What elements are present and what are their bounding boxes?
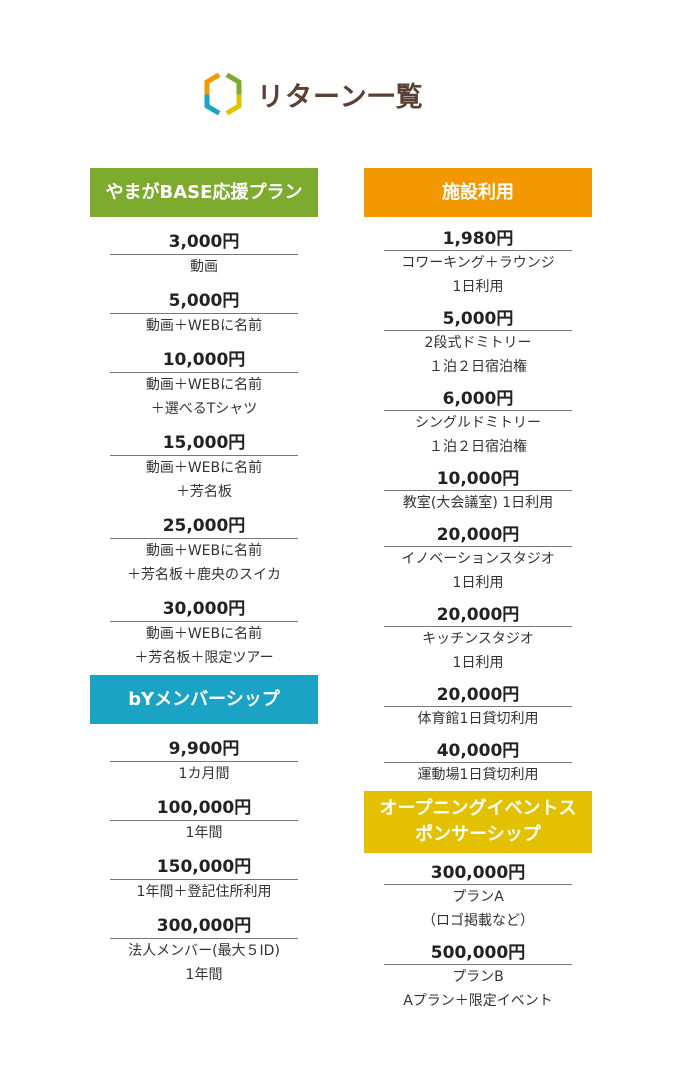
page-title: リターン一覧 [257, 81, 424, 113]
item-price: 1,980円 [384, 223, 572, 251]
item-description: イノベーションスタジオ 1日利用 [401, 551, 555, 591]
item-description: 1年間＋登記住所利用 [136, 884, 272, 900]
section-header: やまがBASE応援プラン [90, 168, 318, 217]
section-header: bYメンバーシップ [90, 675, 318, 724]
item-price: 15,000円 [110, 426, 298, 456]
item-description: 運動場1日貸切利用 [417, 767, 539, 783]
item-price: 300,000円 [110, 909, 298, 939]
section-header: オープニングイベントス ポンサーシップ [364, 791, 592, 853]
item-description: 1年間 [185, 825, 223, 841]
item-price: 40,000円 [384, 735, 572, 763]
return-item: 9,900円 1カ月間 [110, 732, 298, 786]
left-column: やまがBASE応援プラン 3,000円 動画 5,000円 動画＋WEBに名前 10,00… [90, 168, 318, 992]
return-item: 3,000円動画 [110, 225, 298, 279]
return-item: 150,000円 1年間＋登記住所利用 [110, 850, 298, 904]
item-description: 動画＋WEBに名前 ＋芳名板＋鹿央のスイカ [127, 543, 281, 583]
return-item: 25,000円動画＋WEBに名前 ＋芳名板＋鹿央のスイカ [110, 509, 298, 587]
item-description: 動画＋WEBに名前 [145, 318, 263, 334]
item-description: 教室(大会議室) 1日利用 [402, 495, 554, 511]
item-description: 動画＋WEBに名前 ＋芳名板＋限定ツアー [134, 626, 274, 666]
return-item: 500,000円プランB Aプラン＋限定イベント [384, 937, 572, 1013]
item-price: 5,000円 [110, 284, 298, 314]
item-description: コワーキング＋ラウンジ 1日利用 [401, 255, 555, 295]
item-description: 1カ月間 [178, 766, 230, 782]
item-price: 20,000円 [384, 679, 572, 707]
logo-icon [204, 72, 242, 116]
return-item: 1,980円コワーキング＋ラウンジ 1日利用 [384, 223, 572, 299]
item-price: 10,000円 [384, 463, 572, 491]
return-item: 5,000円動画＋WEBに名前 [110, 284, 298, 338]
item-description: 2段式ドミトリー １泊２日宿泊権 [424, 335, 532, 375]
item-price: 150,000円 [110, 850, 298, 880]
item-price: 25,000円 [110, 509, 298, 539]
item-description: 動画＋WEBに名前 ＋芳名板 [145, 460, 263, 500]
return-item: 5,000円 2段式ドミトリー １泊２日宿泊権 [384, 303, 572, 379]
item-price: 100,000円 [110, 791, 298, 821]
return-item: 30,000円動画＋WEBに名前 ＋芳名板＋限定ツアー [110, 592, 298, 670]
item-price: 500,000円 [384, 937, 572, 965]
item-price: 6,000円 [384, 383, 572, 411]
return-item: 6,000円シングルドミトリー １泊２日宿泊権 [384, 383, 572, 459]
return-item: 20,000円イノベーションスタジオ 1日利用 [384, 519, 572, 595]
item-description: 体育館1日貸切利用 [417, 711, 539, 727]
return-item: 20,000円キッチンスタジオ 1日利用 [384, 599, 572, 675]
return-item: 300,000円プランA （ロゴ掲載など） [384, 857, 572, 933]
item-description: シングルドミトリー １泊２日宿泊権 [415, 415, 541, 455]
return-item: 300,000円法人メンバー(最大５ID) 1年間 [110, 909, 298, 987]
item-price: 300,000円 [384, 857, 572, 885]
item-description: 動画 [190, 259, 218, 275]
item-price: 10,000円 [110, 343, 298, 373]
section-header: 施設利用 [364, 168, 592, 217]
item-price: 9,900円 [110, 732, 298, 762]
item-description: キッチンスタジオ 1日利用 [422, 631, 534, 671]
right-column: 施設利用 1,980円コワーキング＋ラウンジ 1日利用 5,000円 2段式ドミトリー… [364, 168, 592, 1017]
item-price: 5,000円 [384, 303, 572, 331]
item-price: 20,000円 [384, 519, 572, 547]
return-item: 40,000円運動場1日貸切利用 [384, 735, 572, 787]
item-description: プランA （ロゴ掲載など） [422, 889, 534, 929]
item-description: 動画＋WEBに名前 ＋選べるTシャツ [145, 377, 263, 417]
item-price: 3,000円 [110, 225, 298, 255]
return-item: 20,000円体育館1日貸切利用 [384, 679, 572, 731]
item-description: プランB Aプラン＋限定イベント [403, 969, 553, 1009]
item-price: 30,000円 [110, 592, 298, 622]
return-item: 10,000円動画＋WEBに名前 ＋選べるTシャツ [110, 343, 298, 421]
return-item: 15,000円動画＋WEBに名前 ＋芳名板 [110, 426, 298, 504]
return-item: 10,000円教室(大会議室) 1日利用 [384, 463, 572, 515]
item-description: 法人メンバー(最大５ID) 1年間 [128, 943, 280, 983]
item-price: 20,000円 [384, 599, 572, 627]
page-header: リターン一覧 [203, 72, 424, 116]
return-item: 100,000円 1年間 [110, 791, 298, 845]
